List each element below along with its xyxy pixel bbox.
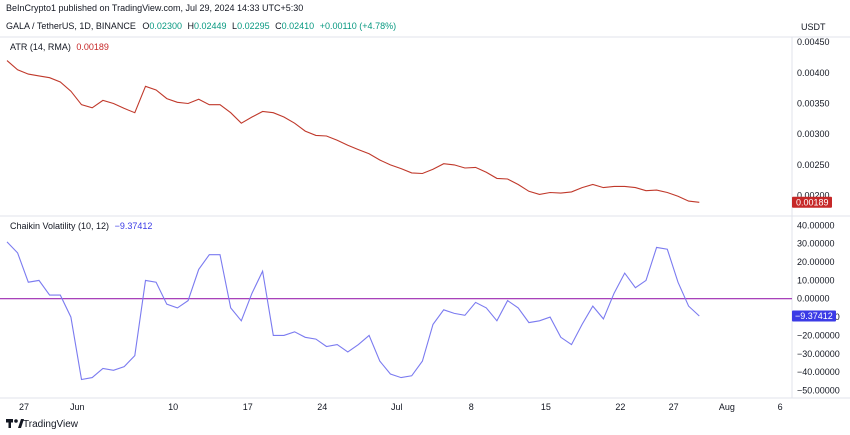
chaikin-y-tick-4: 0.00000 — [797, 294, 830, 304]
x-tick-4: 24 — [317, 402, 327, 412]
chaikin-title: Chaikin Volatility (10, 12) −9.37412 — [10, 221, 152, 231]
x-tick-10: Aug — [719, 402, 735, 412]
ohlc-l-label: L — [232, 21, 237, 31]
chaikin-y-tick-6: −20.00000 — [797, 330, 840, 340]
tradingview-logo: TradingView — [6, 419, 79, 430]
atr-y-tick-0: 0.00450 — [797, 37, 830, 47]
atr-last-badge: 0.00189 — [792, 196, 832, 208]
chaikin-y-axis: 40.00000 30.00000 20.00000 10.00000 0.00000 −… — [797, 220, 840, 395]
chaikin-badge-rect — [792, 310, 836, 322]
atr-y-tick-2: 0.00350 — [797, 99, 830, 109]
ohlc-o-value: 0.02300 — [149, 21, 182, 31]
chaikin-y-tick-0: 40.00000 — [797, 220, 835, 230]
chaikin-y-tick-9: −50.00000 — [797, 386, 840, 396]
publisher-text: BeInCrypto1 published on TradingView.com… — [6, 3, 303, 13]
chaikin-y-tick-1: 30.00000 — [797, 239, 835, 249]
ohlc-c-label: C — [275, 21, 282, 31]
x-tick-7: 15 — [541, 402, 551, 412]
x-tick-2: 10 — [168, 402, 178, 412]
tradingview-logo-icon — [6, 419, 24, 428]
atr-y-tick-4: 0.00250 — [797, 160, 830, 170]
chaikin-y-tick-3: 10.00000 — [797, 275, 835, 285]
x-tick-1: Jun — [70, 402, 85, 412]
atr-badge-text: 0.00189 — [796, 197, 829, 207]
chaikin-y-tick-8: −40.00000 — [797, 367, 840, 377]
ohlc-o-label: O — [142, 21, 149, 31]
atr-series-line — [6, 60, 700, 203]
chaikin-last-value: −9.37412 — [115, 221, 153, 231]
atr-badge-rect — [792, 196, 832, 208]
chaikin-y-tick-7: −30.00000 — [797, 349, 840, 359]
ohlc-h-label: H — [187, 21, 194, 31]
chaikin-badge-text: −9.37412 — [795, 311, 833, 321]
atr-y-tick-3: 0.00300 — [797, 129, 830, 139]
ohlc-h-value: 0.02449 — [194, 21, 227, 31]
chaikin-pane: Chaikin Volatility (10, 12) −9.37412 40.… — [0, 220, 840, 396]
atr-pane: ATR (14, RMA) 0.00189 0.004500.004000.00… — [6, 37, 832, 208]
x-tick-3: 17 — [243, 402, 253, 412]
atr-last-value: 0.00189 — [76, 42, 109, 52]
x-tick-6: 8 — [469, 402, 474, 412]
chaikin-title-text: Chaikin Volatility (10, 12) — [10, 221, 109, 231]
x-tick-8: 22 — [615, 402, 625, 412]
ohlc-l-value: 0.02295 — [237, 21, 270, 31]
atr-title-text: ATR (14, RMA) — [10, 42, 71, 52]
x-tick-0: 27 — [19, 402, 29, 412]
tradingview-logo-text: TradingView — [23, 419, 79, 430]
atr-title: ATR (14, RMA) 0.00189 — [10, 42, 109, 52]
atr-y-axis: 0.00450 0.00400 0.00350 0.00300 0.00250 0.002… — [797, 37, 830, 201]
chaikin-last-badge: −9.37412 — [792, 310, 836, 322]
chaikin-series-line — [6, 241, 700, 381]
chaikin-y-tick-2: 20.00000 — [797, 257, 835, 267]
symbol-label: GALA / TetherUS, 1D, BINANCE O0.02300 H0… — [6, 21, 396, 31]
x-tick-5: Jul — [391, 402, 403, 412]
currency-label: USDT — [801, 22, 826, 32]
atr-y-tick-5: 0.00200 — [797, 191, 830, 201]
legend-row: GALA / TetherUS, 1D, BINANCE O0.02300 H0… — [6, 21, 396, 31]
ohlc-c-value: 0.02410 — [282, 21, 315, 31]
ohlc-change: +0.00110 (+4.78%) — [320, 21, 396, 31]
x-tick-9: 27 — [669, 402, 679, 412]
time-axis: 27 Jun 10 17 24 Jul 8 15 22 27 Aug 6 — [19, 402, 783, 412]
atr-y-tick-1: 0.00400 — [797, 68, 830, 78]
symbol-name: GALA / TetherUS, 1D, BINANCE — [6, 21, 136, 31]
x-tick-11: 6 — [778, 402, 783, 412]
